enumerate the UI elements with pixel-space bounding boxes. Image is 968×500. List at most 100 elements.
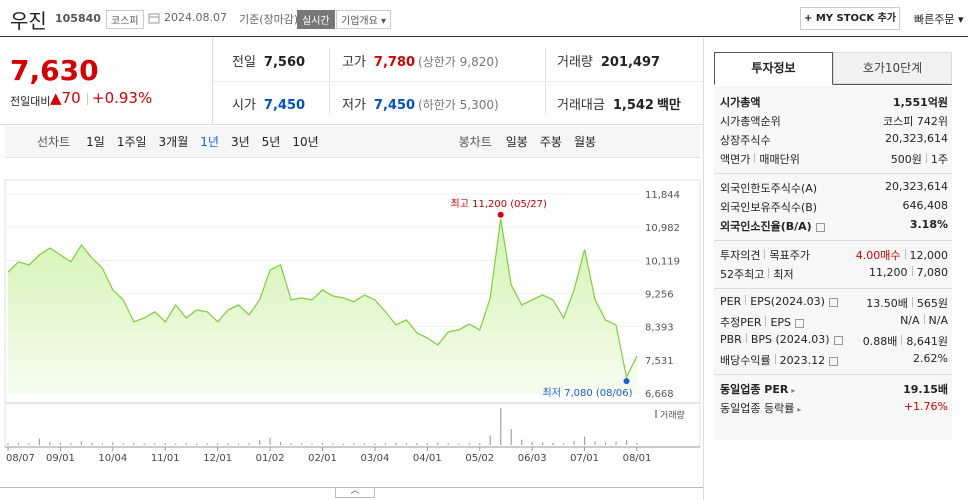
label-text: PBR (720, 333, 742, 346)
info-label: 외국인한도주식수(A) (720, 180, 817, 196)
info-value: 1,551억원 (893, 94, 948, 110)
current-price: 7,630 (10, 54, 99, 87)
calendar-icon (148, 13, 160, 24)
group-divider (714, 374, 952, 375)
period-tab[interactable]: 1년 (200, 135, 219, 149)
label-text: EPS (770, 316, 792, 329)
volume-bar (185, 443, 187, 445)
divider (212, 81, 703, 82)
label-text: 상장주식수 (720, 134, 771, 147)
value-text: 8,641원 (906, 335, 948, 348)
summary-cell: 거래대금 1,542 백만 (557, 94, 681, 113)
info-value: 0.88배 8,641원 (863, 333, 948, 349)
volume-bar (321, 442, 324, 445)
panel-tabs: 투자정보 호가10단계 (714, 52, 952, 85)
stock-code: 105840 (55, 12, 101, 25)
summary-cell: 전일 7,560 (232, 51, 305, 70)
period-tab[interactable]: 1주일 (116, 135, 147, 149)
high-marker (497, 211, 504, 218)
volume-bar (49, 441, 51, 445)
value-text: 7,080 (916, 266, 949, 279)
realtime-badge[interactable]: 실시간 (297, 10, 335, 29)
label-text: 동일업종 등락률 (720, 402, 795, 415)
volume-bar (101, 443, 103, 445)
label-text: 목표주가 (769, 249, 810, 262)
collapse-button[interactable]: ︿ (335, 487, 375, 498)
summary-value: 1,542 (612, 98, 654, 113)
label-text: 배당수익률 (720, 354, 771, 367)
volume-bar (28, 443, 30, 445)
volume-bar (615, 441, 617, 445)
x-tick-label: 06/03 (518, 453, 547, 464)
panel-body (714, 86, 952, 440)
value-text: 1주 (930, 153, 948, 166)
volume-bar (175, 443, 177, 445)
panel-tab[interactable]: 호가10단계 (833, 52, 952, 84)
period-tab[interactable]: 주봉 (539, 135, 562, 149)
info-value: 646,408 (903, 199, 949, 212)
info-label: 시가총액순위 (720, 113, 781, 129)
period-tab[interactable]: 월봉 (573, 135, 597, 149)
group-divider (714, 173, 952, 174)
label-text: 시가총액 (720, 96, 761, 109)
period-tab[interactable]: 3년 (230, 135, 250, 149)
x-tick-label: 04/01 (413, 453, 442, 464)
arrow-icon: ▸ (797, 405, 802, 414)
volume-bar (384, 443, 386, 445)
period-tab[interactable]: 일봉 (505, 135, 528, 149)
volume-bar (374, 443, 376, 445)
summary-label: 저가 (342, 98, 366, 113)
my-stock-button[interactable]: + MY STOCK 추가 (800, 7, 900, 30)
overview-button[interactable]: 기업개요 ▾ (336, 10, 392, 29)
label-text: 2023.12 (779, 354, 826, 367)
x-tick-label: 02/01 (308, 453, 337, 464)
value-sep (911, 297, 913, 307)
info-label: 시가총액 (720, 94, 760, 110)
overview-label: 기업개요 (341, 16, 378, 27)
info-value: N/A N/A (900, 314, 948, 327)
info-value: 13.50배 565원 (866, 295, 948, 311)
period-tab[interactable]: 10년 (292, 135, 319, 149)
info-label: PER EPS(2024.03) (720, 295, 838, 308)
label-text: 동일업종 PER (720, 383, 789, 396)
volume-bar (206, 443, 208, 445)
volume-bar (636, 442, 638, 445)
panel-tab-active[interactable]: 투자정보 (714, 52, 833, 85)
period-tab[interactable]: 5년 (261, 135, 281, 149)
x-tick-label: 08/01 (623, 453, 652, 464)
x-tick-label: 11/01 (151, 453, 180, 464)
x-tick-label: 12/01 (203, 453, 232, 464)
volume-bar (259, 440, 261, 445)
info-value: 20,323,614 (885, 132, 948, 145)
volume-bar (112, 442, 114, 445)
period-tab[interactable]: 3개월 (158, 135, 189, 149)
market-badge: 코스피 (106, 10, 144, 29)
volume-legend: 거래량 (660, 409, 685, 421)
change-value: 70 (61, 89, 81, 107)
volume-bar (154, 443, 156, 445)
volume-bar (7, 443, 9, 445)
volume-bar (279, 441, 282, 445)
quick-order[interactable]: 빠른주문 ▾ (914, 13, 964, 26)
help-icon (795, 318, 805, 328)
summary-value: 7,450 (263, 98, 306, 113)
chart-tabs: 선차트 1일 1주일 3개월 1년 3년 5년 10년 봉차트 일봉 주봉 월봉 (5, 126, 700, 158)
summary-cell: 거래량 201,497 (557, 51, 660, 70)
volume-bar (500, 408, 502, 445)
y-tick-label: 11,844 (645, 190, 680, 201)
x-tick-label: 07/01 (570, 453, 599, 464)
y-tick-label: 7,531 (645, 356, 674, 367)
summary-label: 거래대금 (557, 98, 605, 113)
volume-bar (426, 443, 428, 445)
info-label: PBR BPS (2024.03) (720, 333, 843, 346)
summary-cell: 고가 7,780 (상한가 9,820) (342, 51, 499, 70)
help-icon (833, 335, 843, 345)
volume-bar (583, 436, 586, 445)
volume-bar (416, 443, 418, 445)
summary-value: 7,780 (373, 55, 416, 70)
summary-note: (하한가 5,300) (418, 98, 499, 112)
period-tab[interactable]: 1일 (86, 135, 105, 149)
tab-group-label: 선차트 (37, 135, 71, 149)
info-value: 20,323,614 (885, 180, 948, 193)
summary-label: 시가 (232, 98, 256, 113)
